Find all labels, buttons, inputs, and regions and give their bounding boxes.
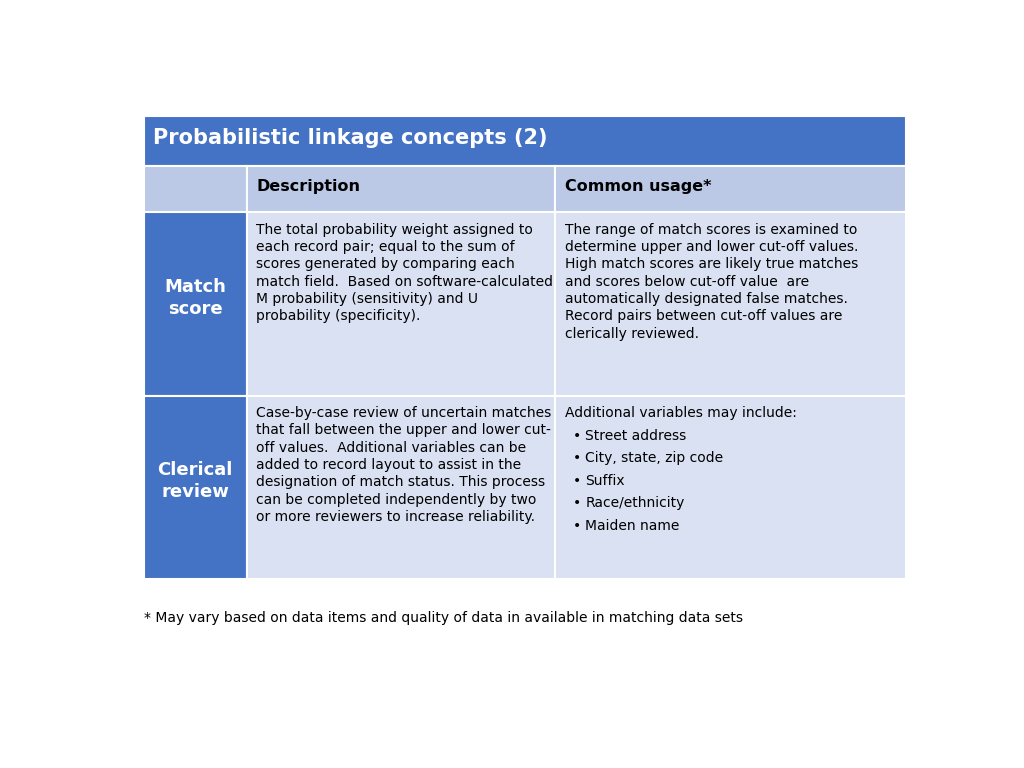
Text: City, state, zip code: City, state, zip code [586, 451, 724, 465]
Bar [143, 396, 247, 579]
Text: •: • [572, 518, 581, 532]
Text: •: • [572, 474, 581, 488]
Bar [247, 212, 555, 396]
Bar [555, 212, 905, 396]
Bar [555, 396, 905, 579]
Bar [143, 212, 247, 396]
Text: Maiden name: Maiden name [586, 518, 680, 532]
Text: •: • [572, 496, 581, 510]
Text: •: • [572, 429, 581, 442]
Text: The total probability weight assigned to
each record pair; equal to the sum of
s: The total probability weight assigned to… [256, 223, 553, 323]
Text: Clerical
review: Clerical review [158, 461, 233, 502]
Bar [555, 166, 905, 212]
Text: Additional variables may include:: Additional variables may include: [565, 406, 797, 420]
Bar [247, 396, 555, 579]
Text: Match
score: Match score [165, 278, 226, 318]
Text: Probabilistic linkage concepts (2): Probabilistic linkage concepts (2) [154, 128, 548, 148]
Text: Race/ethnicity: Race/ethnicity [586, 496, 685, 510]
Text: The range of match scores is examined to
determine upper and lower cut-off value: The range of match scores is examined to… [565, 223, 858, 341]
Text: Suffix: Suffix [586, 474, 625, 488]
Text: Case-by-case review of uncertain matches
that fall between the upper and lower c: Case-by-case review of uncertain matches… [256, 406, 552, 524]
Bar [143, 166, 247, 212]
Bar [143, 116, 906, 166]
Text: Description: Description [256, 179, 360, 194]
Text: * May vary based on data items and quality of data in available in matching data: * May vary based on data items and quali… [143, 611, 742, 625]
Text: Common usage*: Common usage* [565, 179, 712, 194]
Text: Street address: Street address [586, 429, 687, 442]
Text: •: • [572, 451, 581, 465]
Bar [247, 166, 555, 212]
